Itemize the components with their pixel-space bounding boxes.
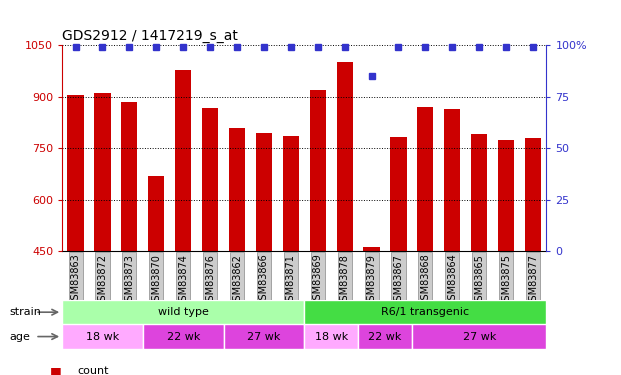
Text: 27 wk: 27 wk (463, 332, 496, 342)
Bar (68, 95, 84, 251)
Bar (143, 324, 224, 349)
Text: GSM83867: GSM83867 (394, 254, 404, 307)
Bar (412, 324, 546, 349)
Text: GSM83865: GSM83865 (474, 254, 484, 307)
Bar (471, 134, 487, 251)
Bar (202, 108, 218, 251)
Bar (304, 324, 358, 349)
Text: count: count (78, 366, 109, 375)
Text: GSM83863: GSM83863 (71, 254, 81, 306)
Text: GSM83875: GSM83875 (501, 254, 511, 307)
Bar (498, 140, 514, 251)
Text: age: age (9, 332, 30, 342)
Bar (363, 247, 379, 251)
Text: GSM83869: GSM83869 (313, 254, 323, 306)
Bar (121, 102, 137, 251)
Bar (229, 128, 245, 251)
Text: 22 wk: 22 wk (166, 332, 200, 342)
Bar (62, 324, 143, 349)
Text: R6/1 transgenic: R6/1 transgenic (381, 307, 469, 317)
Bar (94, 93, 111, 251)
Text: GSM83866: GSM83866 (259, 254, 269, 306)
Bar (304, 300, 546, 324)
Text: GSM83876: GSM83876 (205, 254, 215, 307)
Bar (224, 324, 304, 349)
Bar (283, 136, 299, 251)
Text: 18 wk: 18 wk (315, 332, 348, 342)
Bar (391, 137, 407, 251)
Text: GSM83862: GSM83862 (232, 254, 242, 307)
Text: GSM83870: GSM83870 (152, 254, 161, 307)
Text: wild type: wild type (158, 307, 209, 317)
Text: 18 wk: 18 wk (86, 332, 119, 342)
Bar (148, 176, 165, 251)
Text: GSM83879: GSM83879 (366, 254, 376, 307)
Text: GSM83878: GSM83878 (340, 254, 350, 307)
Bar (310, 90, 326, 251)
Text: 22 wk: 22 wk (368, 332, 402, 342)
Bar (444, 109, 460, 251)
Bar (256, 133, 272, 251)
Bar (175, 70, 191, 251)
Text: GSM83868: GSM83868 (420, 254, 430, 306)
Text: strain: strain (9, 307, 41, 317)
Text: GDS2912 / 1417219_s_at: GDS2912 / 1417219_s_at (62, 28, 238, 43)
Bar (337, 62, 353, 251)
Bar (417, 107, 433, 251)
Text: GSM83877: GSM83877 (528, 254, 538, 307)
Bar (62, 300, 304, 324)
Text: 27 wk: 27 wk (247, 332, 281, 342)
Text: ■: ■ (50, 365, 61, 375)
Bar (525, 138, 541, 251)
Text: GSM83872: GSM83872 (97, 254, 107, 307)
Text: GSM83873: GSM83873 (124, 254, 134, 307)
Text: GSM83864: GSM83864 (447, 254, 457, 306)
Text: GSM83874: GSM83874 (178, 254, 188, 307)
Text: GSM83871: GSM83871 (286, 254, 296, 307)
Bar (358, 324, 412, 349)
